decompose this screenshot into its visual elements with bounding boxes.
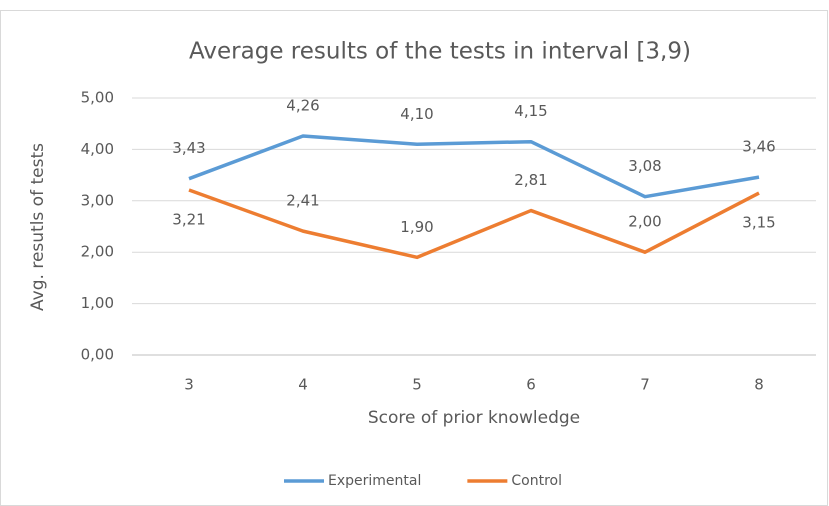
- data-label: 3,43: [172, 139, 205, 157]
- x-axis-label: Score of prior knowledge: [368, 408, 580, 428]
- data-label: 1,90: [400, 218, 433, 236]
- data-label: 3,08: [628, 157, 661, 175]
- y-tick-label: 5,00: [81, 89, 114, 107]
- data-label: 3,46: [742, 138, 775, 156]
- y-tick-label: 2,00: [81, 243, 114, 261]
- x-tick-label: 8: [754, 376, 764, 394]
- data-label: 2,41: [286, 192, 319, 210]
- series-line: [188, 134, 760, 199]
- chart-title: Average results of the tests in interval…: [189, 39, 691, 65]
- data-label: 3,15: [742, 214, 775, 232]
- x-tick-label: 6: [526, 376, 536, 394]
- y-tick-label: 3,00: [81, 191, 114, 209]
- data-label: 3,21: [172, 211, 205, 229]
- data-label: 2,81: [514, 171, 547, 189]
- y-axis-label: Avg. resutls of tests: [28, 143, 48, 311]
- y-tick-label: 0,00: [81, 346, 114, 364]
- x-tick-label: 3: [184, 376, 194, 394]
- legend-label: Control: [511, 473, 562, 489]
- data-label: 4,15: [514, 102, 547, 120]
- data-label: 2,00: [628, 213, 661, 231]
- x-tick-label: 7: [640, 376, 650, 394]
- y-tick-label: 1,00: [81, 294, 114, 312]
- data-label: 4,26: [286, 97, 319, 115]
- x-tick-label: 5: [412, 376, 422, 394]
- x-tick-label: 4: [298, 376, 308, 394]
- y-tick-label: 4,00: [81, 140, 114, 158]
- series-line: [188, 188, 760, 260]
- data-label: 4,10: [400, 105, 433, 123]
- legend-label: Experimental: [328, 473, 421, 489]
